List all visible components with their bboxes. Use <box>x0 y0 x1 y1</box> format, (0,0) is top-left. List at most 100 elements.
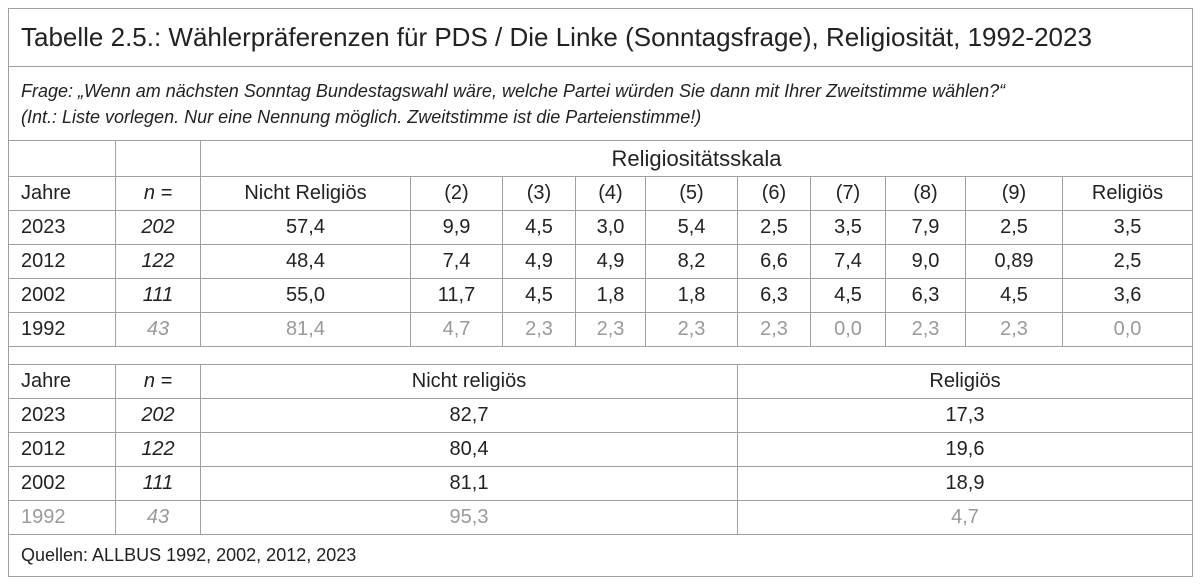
percentage: 80,4 <box>200 432 738 467</box>
cell <box>115 140 201 177</box>
percentage: 81,4 <box>200 312 411 347</box>
column-header: (2) <box>410 176 503 211</box>
year: 2012 <box>8 432 116 467</box>
column-header: (7) <box>810 176 886 211</box>
year: 1992 <box>8 312 116 347</box>
sample-size: 43 <box>115 312 201 347</box>
column-header: Nicht religiös <box>200 364 738 399</box>
percentage: 3,5 <box>810 210 886 245</box>
question-line: Frage: „Wenn am nächsten Sonntag Bundest… <box>21 80 1006 101</box>
column-header: Jahre <box>8 364 116 399</box>
percentage: 0,89 <box>965 244 1063 279</box>
year: 2002 <box>8 278 116 313</box>
percentage: 9,9 <box>410 210 503 245</box>
percentage: 6,6 <box>737 244 811 279</box>
group-header-row: Religiositätsskala <box>8 140 1193 177</box>
column-header: n = <box>115 176 201 211</box>
percentage: 95,3 <box>200 500 738 535</box>
column-header: (3) <box>502 176 576 211</box>
column-header: (4) <box>575 176 646 211</box>
sample-size: 202 <box>115 210 201 245</box>
percentage: 4,5 <box>810 278 886 313</box>
group-header: Religiositätsskala <box>200 140 1193 177</box>
year: 2023 <box>8 398 116 433</box>
percentage: 1,8 <box>575 278 646 313</box>
source: Quellen: ALLBUS 1992, 2002, 2012, 2023 <box>8 534 1193 577</box>
percentage: 17,3 <box>737 398 1193 433</box>
percentage: 81,1 <box>200 466 738 501</box>
percentage: 3,5 <box>1062 210 1193 245</box>
data-row: 2002 111 81,1 18,9 <box>8 466 1193 501</box>
data-row: 2012 122 80,4 19,6 <box>8 432 1193 467</box>
column-header: Religiös <box>1062 176 1193 211</box>
percentage: 4,7 <box>737 500 1193 535</box>
title: Tabelle 2.5.: Wählerpräferenzen für PDS … <box>8 8 1193 67</box>
column-header: Religiös <box>737 364 1193 399</box>
sample-size: 122 <box>115 432 201 467</box>
data-row: 2023 202 82,7 17,3 <box>8 398 1193 433</box>
spacer <box>8 346 1193 365</box>
percentage: 4,9 <box>575 244 646 279</box>
header-row: Jahre n = Nicht religiös Religiös <box>8 364 1193 399</box>
percentage: 1,8 <box>645 278 738 313</box>
year: 2002 <box>8 466 116 501</box>
percentage: 9,0 <box>885 244 966 279</box>
spacer-row <box>8 346 1193 365</box>
percentage: 2,5 <box>965 210 1063 245</box>
percentage: 6,3 <box>737 278 811 313</box>
sample-size: 43 <box>115 500 201 535</box>
year: 2023 <box>8 210 116 245</box>
percentage: 2,5 <box>737 210 811 245</box>
cell <box>8 140 116 177</box>
sample-size: 122 <box>115 244 201 279</box>
data-row: 2023 202 57,4 9,9 4,5 3,0 5,4 2,5 3,5 7,9 2,5 3,5 <box>8 210 1193 245</box>
percentage: 19,6 <box>737 432 1193 467</box>
question-row: Frage: „Wenn am nächsten Sonntag Bundest… <box>8 66 1193 141</box>
percentage: 7,9 <box>885 210 966 245</box>
percentage: 4,5 <box>502 210 576 245</box>
percentage: 7,4 <box>810 244 886 279</box>
data-row: 2012 122 48,4 7,4 4,9 4,9 8,2 6,6 7,4 9,0 0,89 2,5 <box>8 244 1193 279</box>
year: 1992 <box>8 500 116 535</box>
sample-size: 202 <box>115 398 201 433</box>
source-row: Quellen: ALLBUS 1992, 2002, 2012, 2023 <box>8 534 1193 577</box>
percentage: 48,4 <box>200 244 411 279</box>
percentage: 6,3 <box>885 278 966 313</box>
percentage: 2,3 <box>645 312 738 347</box>
column-header: (9) <box>965 176 1063 211</box>
column-header: (8) <box>885 176 966 211</box>
percentage: 82,7 <box>200 398 738 433</box>
column-header: Jahre <box>8 176 116 211</box>
percentage: 18,9 <box>737 466 1193 501</box>
percentage: 2,5 <box>1062 244 1193 279</box>
percentage: 4,9 <box>502 244 576 279</box>
percentage: 2,3 <box>737 312 811 347</box>
question-line: (Int.: Liste vorlegen. Nur eine Nennung … <box>21 106 702 127</box>
column-header: n = <box>115 364 201 399</box>
percentage: 5,4 <box>645 210 738 245</box>
percentage: 7,4 <box>410 244 503 279</box>
table: Tabelle 2.5.: Wählerpräferenzen für PDS … <box>8 8 1193 577</box>
data-row: 1992 43 81,4 4,7 2,3 2,3 2,3 2,3 0,0 2,3 2,3 0,0 <box>8 312 1193 347</box>
data-row: 2002 111 55,0 11,7 4,5 1,8 1,8 6,3 4,5 6,3 4,5 3,6 <box>8 278 1193 313</box>
percentage: 4,7 <box>410 312 503 347</box>
percentage: 55,0 <box>200 278 411 313</box>
column-header: (5) <box>645 176 738 211</box>
table-frame: Tabelle 2.5.: Wählerpräferenzen für PDS … <box>8 8 1193 578</box>
year: 2012 <box>8 244 116 279</box>
header-row: Jahre n = Nicht Religiös (2) (3) (4) (5) (6) (7)… <box>8 176 1193 211</box>
column-header: Nicht Religiös <box>200 176 411 211</box>
question: Frage: „Wenn am nächsten Sonntag Bundest… <box>8 66 1193 141</box>
column-header: (6) <box>737 176 811 211</box>
percentage: 2,3 <box>885 312 966 347</box>
percentage: 2,3 <box>965 312 1063 347</box>
percentage: 4,5 <box>965 278 1063 313</box>
sample-size: 111 <box>115 466 201 501</box>
percentage: 8,2 <box>645 244 738 279</box>
percentage: 0,0 <box>810 312 886 347</box>
percentage: 4,5 <box>502 278 576 313</box>
percentage: 3,6 <box>1062 278 1193 313</box>
percentage: 11,7 <box>410 278 503 313</box>
sample-size: 111 <box>115 278 201 313</box>
